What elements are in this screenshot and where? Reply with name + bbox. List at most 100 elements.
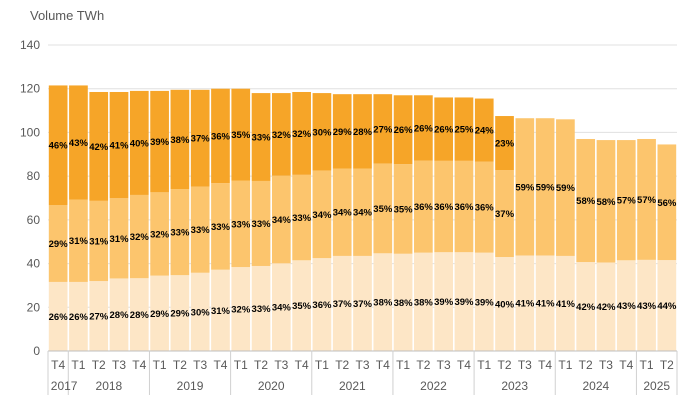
data-label: 32% (272, 130, 292, 141)
year-label: 2020 (258, 379, 285, 393)
bar-segment-3 (109, 91, 129, 199)
bar-segment-1 (48, 281, 68, 351)
x-tick-label: T4 (213, 358, 227, 372)
bar-segment-2 (596, 140, 616, 263)
x-tick-label: T3 (518, 358, 532, 372)
bar-segment-3 (414, 95, 433, 161)
x-tick-label: T1 (315, 358, 329, 372)
data-label: 31% (110, 234, 130, 245)
bar-segment-2 (109, 198, 129, 279)
x-tick-label: T4 (295, 358, 309, 372)
bar-segment-1 (616, 260, 636, 351)
data-label: 32% (130, 232, 150, 243)
bar-segment-1 (576, 262, 596, 351)
x-tick-label: T1 (477, 358, 491, 372)
bar-segment-1 (190, 272, 210, 351)
data-label: 34% (312, 210, 332, 221)
bar-segment-3 (190, 89, 210, 187)
y-tick-label: 60 (27, 213, 41, 227)
bar-segment-2 (231, 180, 251, 268)
data-label: 58% (576, 196, 596, 207)
bar-segment-2 (353, 168, 372, 256)
data-label: 39% (475, 297, 495, 308)
bar-segment-1 (211, 269, 230, 351)
bar-segment-1 (312, 258, 332, 351)
year-label: 2019 (177, 379, 204, 393)
bar-segment-1 (657, 260, 677, 351)
data-label: 23% (495, 139, 515, 150)
bar-segment-1 (393, 253, 413, 351)
y-tick-label: 0 (33, 344, 40, 358)
bar-segment-3 (211, 88, 230, 184)
data-label: 39% (434, 297, 454, 308)
data-label: 36% (211, 131, 231, 142)
x-tick-label: T3 (112, 358, 126, 372)
y-tick-label: 120 (20, 82, 40, 96)
data-label: 42% (596, 302, 616, 313)
data-label: 26% (49, 312, 69, 323)
x-tick-label: T3 (274, 358, 288, 372)
bar-segment-3 (150, 90, 169, 193)
data-label: 30% (312, 127, 332, 138)
data-label: 42% (89, 142, 109, 153)
bar-segment-2 (616, 140, 636, 261)
x-tick-label: T4 (132, 358, 146, 372)
bar-segment-2 (69, 199, 88, 282)
data-label: 39% (454, 297, 474, 308)
data-label: 46% (49, 141, 69, 152)
data-label: 28% (110, 310, 130, 321)
year-label: 2023 (501, 379, 528, 393)
bar-segment-3 (495, 116, 514, 171)
bar-segment-3 (454, 97, 474, 161)
bar-segment-1 (454, 252, 474, 351)
x-tick-label: T2 (579, 358, 593, 372)
bar-segment-3 (312, 93, 332, 171)
data-label: 41% (515, 299, 535, 310)
x-tick-label: T1 (153, 358, 167, 372)
data-label: 33% (191, 225, 211, 236)
bar-segment-2 (495, 170, 514, 258)
bar-segment-2 (556, 119, 575, 256)
bar-segment-1 (89, 281, 109, 351)
bar-segment-2 (535, 118, 555, 256)
bar-segment-2 (150, 192, 169, 276)
bar-segment-2 (657, 144, 677, 261)
bar-segment-1 (515, 255, 535, 351)
bar-segment-1 (596, 262, 616, 351)
data-label: 36% (312, 300, 332, 311)
data-label: 41% (110, 141, 130, 152)
bar-segment-3 (393, 95, 413, 165)
data-label: 59% (556, 183, 576, 194)
bar-segment-2 (373, 163, 393, 254)
x-tick-label: T2 (254, 358, 268, 372)
bar-segment-2 (190, 186, 210, 273)
year-label: 2017 (51, 379, 78, 393)
bar-segment-2 (312, 170, 332, 259)
x-tick-label: T4 (457, 358, 471, 372)
x-tick-label: T4 (538, 358, 552, 372)
data-label: 40% (495, 300, 515, 311)
bar-segment-1 (251, 265, 271, 351)
bar-segment-2 (332, 168, 352, 256)
data-label: 28% (130, 310, 150, 321)
data-label: 56% (657, 198, 677, 209)
data-label: 33% (170, 228, 190, 239)
bar-segment-3 (69, 85, 88, 200)
data-label: 25% (454, 125, 474, 136)
data-label: 38% (394, 298, 414, 309)
bar-segment-3 (271, 93, 291, 176)
x-tick-label: T3 (437, 358, 451, 372)
data-label: 41% (536, 299, 556, 310)
bar-segment-2 (454, 160, 474, 253)
data-label: 36% (414, 202, 434, 213)
bar-segment-2 (393, 164, 413, 254)
data-label: 43% (69, 138, 89, 149)
data-label: 34% (353, 208, 373, 219)
x-tick-label: T2 (92, 358, 106, 372)
data-label: 31% (89, 236, 109, 247)
y-axis-title: Volume TWh (30, 8, 105, 23)
bar-segment-2 (89, 200, 109, 282)
bar-segment-2 (637, 138, 656, 260)
bar-segment-1 (434, 252, 454, 351)
x-tick-label: T3 (193, 358, 207, 372)
